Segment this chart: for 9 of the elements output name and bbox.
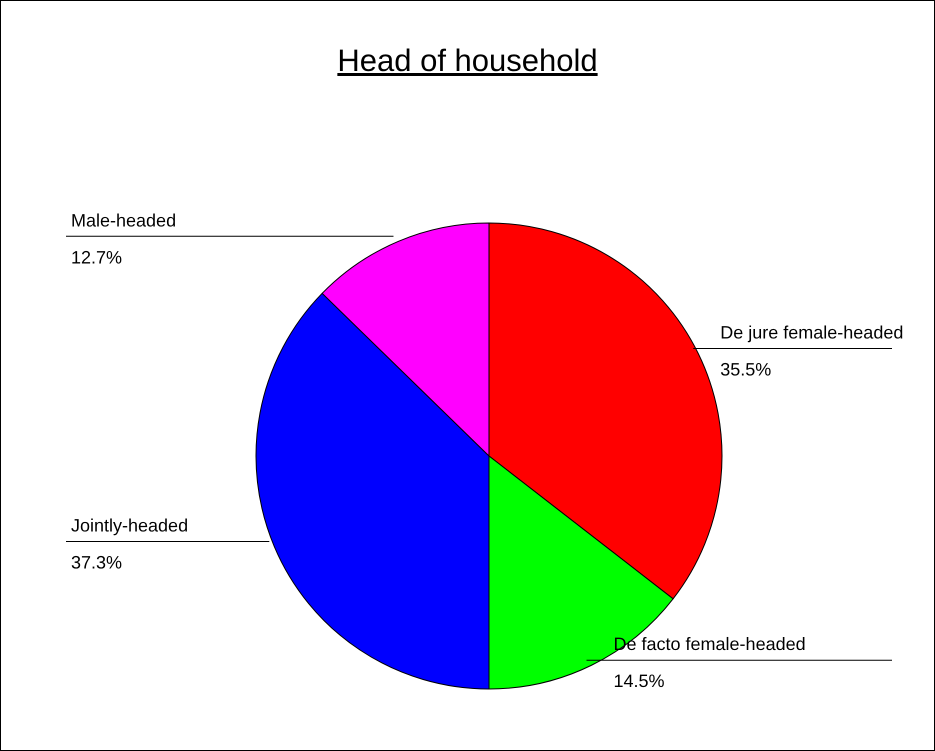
chart-title: Head of household (336, 43, 599, 79)
data-label: 35.5% (720, 359, 772, 380)
slice-label: Jointly-headed (71, 516, 188, 536)
slice-label: De facto female-headed (614, 634, 806, 654)
data-label: 12.7% (71, 247, 122, 268)
slice-label: Male-headed (71, 210, 176, 230)
data-label: 37.3% (71, 552, 122, 573)
slice-label: De jure female-headed (720, 322, 904, 342)
data-label: 14.5% (614, 671, 665, 692)
